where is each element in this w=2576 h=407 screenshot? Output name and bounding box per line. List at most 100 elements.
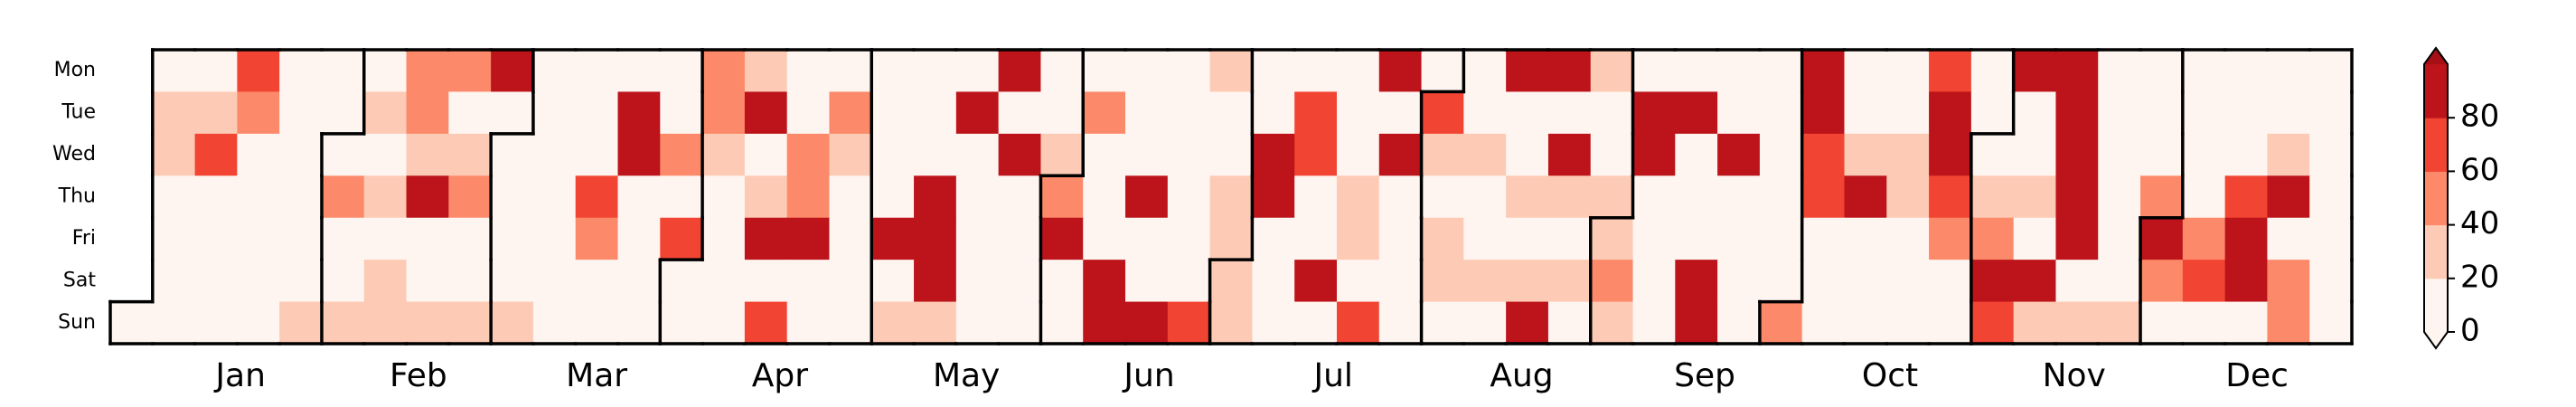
day-cell	[1590, 175, 1634, 219]
day-cell	[2267, 91, 2310, 135]
day-cell	[1167, 301, 1211, 345]
day-cell	[2224, 175, 2269, 219]
day-label: Wed	[52, 143, 96, 166]
day-cell	[2098, 217, 2141, 260]
day-cell	[363, 260, 408, 303]
day-cell	[1759, 175, 1803, 219]
day-cell	[279, 260, 323, 303]
day-cell	[1506, 133, 1549, 176]
day-cell	[406, 217, 449, 260]
day-cell	[2055, 301, 2099, 345]
day-cell	[2309, 260, 2353, 303]
day-cell	[1083, 217, 1126, 260]
month-label: Nov	[2043, 357, 2106, 394]
day-cell	[1801, 301, 1846, 345]
day-cell	[575, 217, 619, 260]
day-cell	[1083, 260, 1126, 303]
day-cell	[491, 260, 534, 303]
day-cell	[1294, 301, 1338, 345]
day-cell	[1844, 301, 1887, 345]
day-cell	[1801, 50, 1846, 93]
day-cell	[1506, 50, 1549, 93]
day-cell	[1463, 260, 1507, 303]
day-cell	[1632, 175, 1676, 219]
day-cell	[955, 175, 1000, 219]
day-cell	[1336, 260, 1380, 303]
day-cell	[2267, 133, 2310, 176]
day-cell	[448, 91, 492, 135]
day-cell	[829, 217, 872, 260]
day-cell	[406, 260, 449, 303]
colorbar-over	[2424, 48, 2448, 64]
day-cell	[1421, 91, 1464, 135]
day-cell	[1421, 217, 1464, 260]
day-cell	[702, 301, 746, 345]
day-cell	[2055, 133, 2099, 176]
day-cell	[237, 301, 280, 345]
day-cell	[660, 301, 703, 345]
day-cell	[1294, 217, 1338, 260]
day-cell	[2182, 217, 2226, 260]
day-cell	[194, 301, 238, 345]
day-cell	[2013, 175, 2057, 219]
day-cell	[1759, 301, 1803, 345]
day-cell	[1125, 175, 1169, 219]
day-cell	[786, 217, 831, 260]
day-cell	[1378, 175, 1423, 219]
day-cell	[2267, 217, 2310, 260]
day-cell	[575, 133, 619, 176]
day-cell	[955, 133, 1000, 176]
day-cell	[2055, 91, 2099, 135]
day-cell	[1759, 50, 1803, 93]
day-cell	[1886, 175, 1930, 219]
day-cell	[914, 217, 957, 260]
day-cell	[1040, 175, 1084, 219]
day-cell	[321, 175, 365, 219]
day-cell	[1040, 50, 1084, 93]
day-cell	[617, 91, 661, 135]
day-cell	[1844, 260, 1887, 303]
day-cell	[321, 301, 365, 345]
day-cell	[914, 260, 957, 303]
day-cell	[955, 91, 1000, 135]
day-cell	[2224, 260, 2269, 303]
day-cell	[871, 301, 915, 345]
day-cell	[1336, 301, 1380, 345]
day-cell	[786, 260, 831, 303]
day-cell	[363, 91, 408, 135]
day-cell	[1463, 217, 1507, 260]
day-cell	[321, 260, 365, 303]
day-cell	[1252, 260, 1295, 303]
day-cell	[660, 50, 703, 93]
day-cell	[1421, 175, 1464, 219]
colorbar-tick-label: 0	[2460, 313, 2480, 349]
day-cell	[829, 175, 872, 219]
day-cell	[998, 260, 1042, 303]
day-cell	[1970, 260, 2015, 303]
day-cell	[1632, 217, 1676, 260]
day-cell	[1252, 50, 1295, 93]
day-cell	[1336, 91, 1380, 135]
day-label: Sun	[58, 311, 96, 334]
month-label: Oct	[1862, 357, 1918, 394]
day-cell	[744, 50, 788, 93]
day-label: Sat	[63, 269, 96, 291]
day-cell	[237, 91, 280, 135]
day-cell	[1378, 260, 1423, 303]
day-cell	[2224, 301, 2269, 345]
day-cell	[1632, 50, 1676, 93]
day-cell	[1886, 133, 1930, 176]
day-cell	[1463, 301, 1507, 345]
day-cell	[237, 217, 280, 260]
day-cell	[363, 175, 408, 219]
colorbar-bin	[2424, 171, 2448, 226]
day-cell	[1294, 91, 1338, 135]
day-cell	[2182, 175, 2226, 219]
day-cell	[2224, 133, 2269, 176]
day-cell	[1463, 50, 1507, 93]
day-cell	[1336, 217, 1380, 260]
day-label: Thu	[58, 185, 96, 208]
day-cell	[1844, 217, 1887, 260]
day-cell	[1717, 260, 1761, 303]
